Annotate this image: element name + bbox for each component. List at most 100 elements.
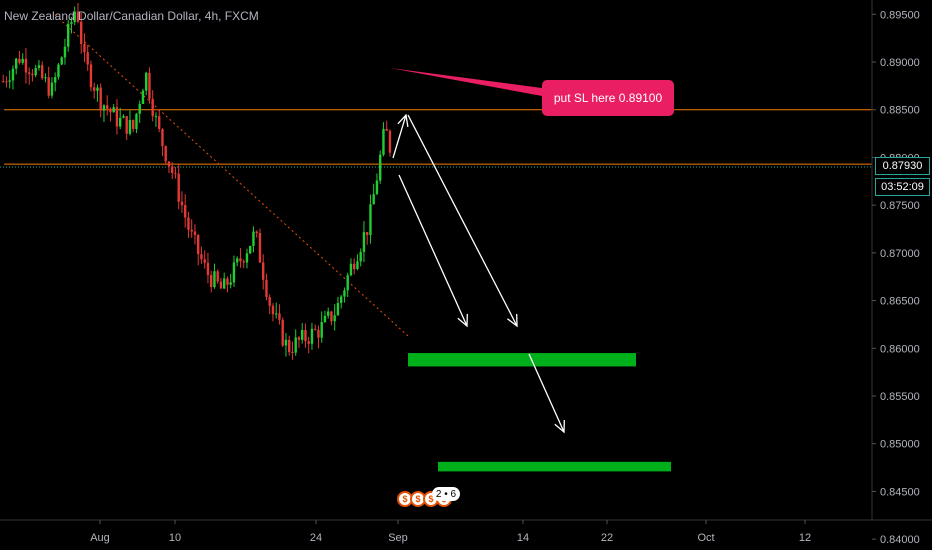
candle-body bbox=[213, 271, 216, 288]
candle-body bbox=[8, 80, 11, 82]
candle-body bbox=[154, 116, 158, 118]
candle-body bbox=[115, 107, 119, 127]
candle-body bbox=[206, 262, 210, 276]
arrow-down-1-head bbox=[507, 313, 518, 328]
candle-body bbox=[112, 107, 115, 113]
time-tick-label: Oct bbox=[697, 532, 714, 544]
candle-body bbox=[93, 87, 96, 91]
chart-title: New Zealand Dollar/Canadian Dollar, 4h, … bbox=[4, 9, 259, 23]
candle-body bbox=[67, 23, 70, 47]
price-tick-label: 0.89500 bbox=[880, 9, 920, 21]
candle-body bbox=[80, 21, 83, 44]
candle-body bbox=[161, 129, 164, 147]
candle-body bbox=[252, 231, 255, 246]
candle-body bbox=[216, 271, 219, 282]
candle-body bbox=[297, 337, 301, 340]
candle-body bbox=[151, 98, 154, 117]
candle-body bbox=[288, 339, 291, 353]
candle-body bbox=[128, 119, 132, 134]
candle-body bbox=[15, 58, 18, 69]
candles bbox=[2, 3, 392, 360]
candle-body bbox=[171, 166, 174, 174]
candle-body bbox=[388, 130, 392, 153]
time-tick-label: 10 bbox=[169, 532, 181, 544]
price-tick-label: 0.84500 bbox=[880, 486, 920, 498]
candle-body bbox=[5, 81, 8, 83]
candle-body bbox=[229, 282, 232, 285]
candle-body bbox=[41, 65, 44, 79]
candle-body bbox=[63, 46, 67, 58]
price-tick-label: 0.85000 bbox=[880, 439, 920, 451]
event-count-badge[interactable]: 2 • 6 bbox=[432, 487, 460, 501]
candle-body bbox=[232, 262, 236, 283]
arrow-down-3 bbox=[528, 353, 565, 433]
candle-body bbox=[135, 113, 138, 129]
candle-body bbox=[219, 281, 223, 289]
candle-body bbox=[330, 311, 333, 322]
time-tick-label: Aug bbox=[90, 532, 110, 544]
candle-body bbox=[356, 261, 359, 270]
candle-body bbox=[109, 108, 112, 113]
candle-body bbox=[18, 58, 21, 63]
candle-body bbox=[2, 81, 5, 83]
price-tick-label: 0.84000 bbox=[880, 534, 920, 546]
candle-body bbox=[193, 231, 197, 235]
candle-body bbox=[141, 90, 145, 104]
time-tick-label: 24 bbox=[310, 532, 322, 544]
candle-body bbox=[187, 217, 190, 230]
candle-body bbox=[122, 116, 125, 118]
arrow-down-3-head bbox=[554, 419, 565, 434]
candle-body bbox=[226, 278, 229, 285]
candle-body bbox=[197, 234, 200, 255]
candle-body bbox=[340, 296, 343, 303]
candle-body bbox=[372, 194, 375, 205]
candle-body bbox=[180, 201, 184, 206]
candle-body bbox=[369, 204, 372, 236]
candle-body bbox=[210, 275, 213, 288]
candle-body bbox=[44, 77, 47, 79]
candle-body bbox=[242, 261, 245, 263]
candle-body bbox=[148, 72, 151, 99]
price-tick-label: 0.86000 bbox=[880, 343, 920, 355]
candle-body bbox=[249, 245, 252, 254]
candle-body bbox=[31, 73, 34, 76]
candle-body bbox=[343, 290, 346, 297]
candle-body bbox=[86, 52, 89, 65]
candle-body bbox=[57, 64, 60, 78]
candle-body bbox=[275, 313, 278, 315]
candle-body bbox=[323, 315, 327, 322]
time-tick-label: Sep bbox=[388, 532, 408, 544]
price-tick-label: 0.86500 bbox=[880, 296, 920, 308]
candle-body bbox=[255, 231, 258, 234]
price-tick-label: 0.89000 bbox=[880, 57, 920, 69]
candle-body bbox=[346, 275, 349, 291]
candle-body bbox=[70, 22, 73, 24]
candle-body bbox=[304, 330, 307, 342]
candle-body bbox=[138, 103, 141, 114]
candle-body bbox=[11, 68, 15, 81]
candle-body bbox=[158, 116, 161, 130]
candle-body bbox=[262, 262, 265, 280]
candle-body bbox=[382, 128, 385, 155]
candle-body bbox=[291, 352, 294, 354]
candle-body bbox=[102, 105, 106, 111]
candle-body bbox=[310, 328, 314, 344]
candle-body bbox=[281, 319, 284, 346]
candle-body bbox=[200, 254, 203, 260]
annotation-pointer bbox=[390, 68, 542, 96]
candle-body bbox=[184, 205, 187, 218]
candle-body bbox=[258, 233, 262, 263]
candle-body bbox=[353, 263, 356, 270]
candle-body bbox=[359, 251, 362, 262]
candle-body bbox=[239, 258, 242, 262]
candle-body bbox=[294, 337, 297, 353]
price-tick-label: 0.88500 bbox=[880, 105, 920, 117]
stop-loss-annotation[interactable]: put SL here 0.89100 bbox=[542, 80, 674, 116]
candle-body bbox=[379, 154, 382, 181]
candle-body bbox=[174, 173, 177, 175]
price-tick-label: 0.87000 bbox=[880, 248, 920, 260]
time-tick-label: 12 bbox=[799, 532, 811, 544]
candle-body bbox=[83, 43, 86, 53]
price-tick-label: 0.87500 bbox=[880, 200, 920, 212]
